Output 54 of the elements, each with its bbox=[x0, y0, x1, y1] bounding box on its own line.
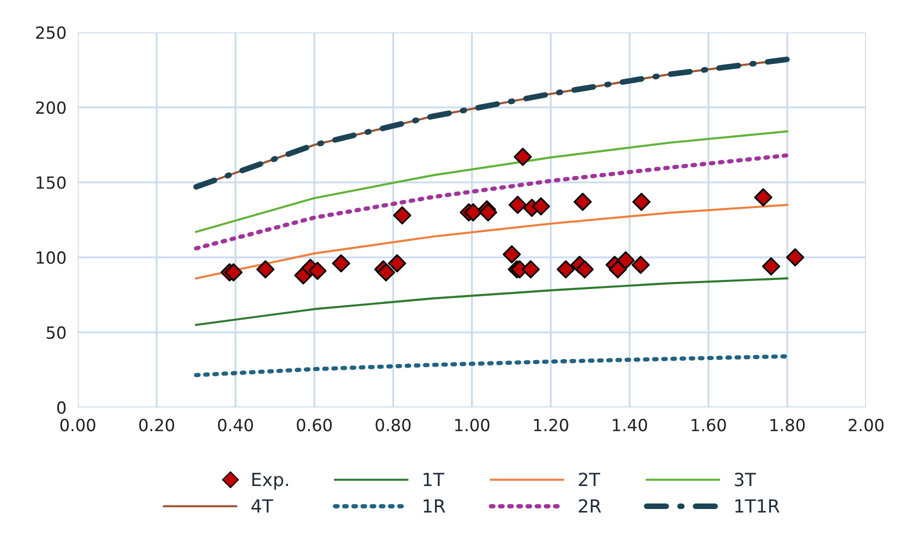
point bbox=[762, 257, 780, 276]
legend-label: 2T bbox=[578, 472, 600, 486]
line-series bbox=[195, 130, 788, 233]
x-tick-label: 1.00 bbox=[455, 418, 490, 432]
x-tick-label: 0.20 bbox=[139, 418, 174, 432]
x-tick-label: 0.40 bbox=[218, 418, 253, 432]
point bbox=[256, 260, 274, 278]
y-tick-label: 100 bbox=[36, 251, 66, 264]
line-series bbox=[194, 354, 790, 378]
point bbox=[332, 254, 350, 272]
x-tick-label: 2.00 bbox=[848, 418, 884, 432]
point bbox=[608, 260, 627, 278]
point bbox=[556, 260, 575, 278]
y-tick-label: 200 bbox=[36, 101, 66, 114]
point bbox=[224, 263, 243, 282]
x-tick-label: 1.40 bbox=[612, 418, 648, 432]
point bbox=[532, 197, 550, 216]
legend-label: 2R bbox=[578, 499, 602, 513]
point bbox=[514, 148, 532, 166]
point bbox=[308, 262, 327, 280]
point bbox=[508, 196, 527, 214]
point bbox=[574, 192, 592, 211]
legend-label: 1T1R bbox=[735, 499, 780, 513]
point bbox=[786, 248, 804, 266]
point bbox=[632, 192, 650, 211]
point bbox=[522, 260, 540, 278]
line-series bbox=[195, 204, 788, 280]
point bbox=[376, 263, 396, 282]
point bbox=[479, 203, 498, 222]
y-tick-label: 0 bbox=[57, 401, 66, 414]
x-tick-label: 1.60 bbox=[692, 418, 726, 432]
line-series bbox=[194, 153, 790, 250]
x-tick-label: 1.80 bbox=[770, 418, 805, 432]
legend-label: 4T bbox=[252, 499, 274, 513]
point bbox=[464, 203, 482, 222]
point bbox=[502, 245, 521, 264]
x-tick-label: 0.00 bbox=[60, 418, 96, 432]
point bbox=[616, 251, 635, 270]
x-tick-label: 0.80 bbox=[376, 418, 411, 432]
y-tick-label: 50 bbox=[46, 326, 66, 339]
point bbox=[576, 260, 594, 278]
point bbox=[632, 256, 650, 274]
point bbox=[388, 254, 406, 272]
point bbox=[393, 206, 412, 224]
y-tick-label: 150 bbox=[36, 176, 66, 189]
x-tick-label: 1.20 bbox=[534, 418, 568, 432]
y-tick-label: 250 bbox=[36, 26, 66, 39]
legend-label: 1T bbox=[424, 472, 444, 486]
line-series bbox=[195, 277, 788, 326]
x-tick-label: 0.60 bbox=[296, 418, 332, 432]
point bbox=[754, 188, 772, 206]
legend-label: 3T bbox=[734, 472, 756, 486]
legend-label: Exp. bbox=[252, 472, 288, 490]
legend-label: 1R bbox=[424, 499, 446, 513]
